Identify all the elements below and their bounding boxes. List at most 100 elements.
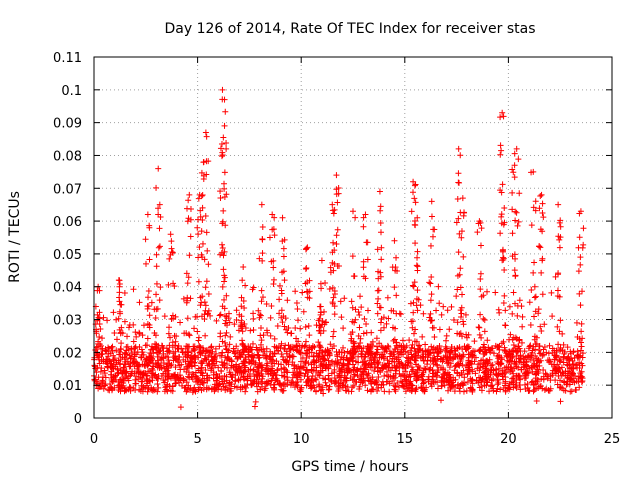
data-point xyxy=(499,181,506,188)
data-point xyxy=(446,326,453,333)
data-point xyxy=(477,242,484,249)
data-point xyxy=(505,352,512,359)
data-point xyxy=(121,388,128,395)
data-point xyxy=(130,359,137,366)
data-point xyxy=(352,348,359,355)
data-point xyxy=(271,232,278,239)
data-point xyxy=(247,377,254,384)
data-point xyxy=(228,381,235,388)
y-tick-label: 0.06 xyxy=(53,215,82,230)
data-point xyxy=(497,114,504,121)
data-point xyxy=(185,331,192,338)
data-point xyxy=(304,244,311,251)
data-point xyxy=(151,330,158,337)
data-point xyxy=(239,277,246,284)
data-point xyxy=(219,218,226,225)
data-point xyxy=(163,383,170,390)
data-point xyxy=(183,270,190,277)
data-point xyxy=(316,315,323,322)
data-point xyxy=(194,374,201,381)
data-point xyxy=(208,385,215,392)
data-point xyxy=(233,343,240,350)
data-point xyxy=(349,318,356,325)
data-point xyxy=(456,385,463,392)
data-point xyxy=(362,353,369,360)
data-point xyxy=(563,378,570,385)
data-point xyxy=(578,379,585,386)
data-point xyxy=(368,354,375,361)
data-point xyxy=(374,300,381,307)
data-point xyxy=(164,354,171,361)
data-point xyxy=(305,360,312,367)
data-point xyxy=(185,382,192,389)
data-point xyxy=(329,201,336,208)
data-point xyxy=(478,225,485,232)
data-point xyxy=(406,337,413,344)
data-point xyxy=(352,316,359,323)
data-point xyxy=(263,300,270,307)
data-point xyxy=(449,379,456,386)
data-point xyxy=(553,347,560,354)
data-point xyxy=(184,354,191,361)
data-point xyxy=(492,289,499,296)
data-point xyxy=(457,265,464,272)
data-point xyxy=(347,374,354,381)
data-point xyxy=(115,382,122,389)
data-point xyxy=(326,386,333,393)
data-point xyxy=(238,319,245,326)
data-point xyxy=(547,385,554,392)
data-point xyxy=(579,288,586,295)
data-point xyxy=(316,347,323,354)
data-point xyxy=(510,342,517,349)
data-point xyxy=(494,359,501,366)
data-point xyxy=(136,299,143,306)
data-point xyxy=(259,373,266,380)
data-point xyxy=(549,350,556,357)
data-point xyxy=(330,328,337,335)
data-point xyxy=(223,292,230,299)
data-point xyxy=(170,357,177,364)
data-point xyxy=(322,279,329,286)
data-point xyxy=(438,311,445,318)
data-point xyxy=(278,287,285,294)
data-point xyxy=(527,357,534,364)
data-point xyxy=(260,332,267,339)
data-point xyxy=(350,351,357,358)
data-point xyxy=(337,298,344,305)
data-point xyxy=(121,368,128,375)
data-point xyxy=(414,248,421,255)
data-point xyxy=(477,311,484,318)
data-point xyxy=(525,387,532,394)
data-point xyxy=(469,352,476,359)
data-point xyxy=(384,294,391,301)
data-point xyxy=(556,357,563,364)
data-point xyxy=(269,226,276,233)
data-point xyxy=(330,333,337,340)
data-point xyxy=(480,315,487,322)
data-point xyxy=(108,368,115,375)
data-point xyxy=(181,366,188,373)
data-point xyxy=(496,346,503,353)
data-point xyxy=(463,346,470,353)
data-point xyxy=(412,386,419,393)
data-point xyxy=(199,216,206,223)
data-point xyxy=(217,330,224,337)
data-point xyxy=(427,297,434,304)
data-point xyxy=(532,207,539,214)
data-point xyxy=(325,386,332,393)
data-point xyxy=(350,373,357,380)
data-point xyxy=(318,386,325,393)
data-point xyxy=(284,297,291,304)
data-point xyxy=(454,345,461,352)
data-point xyxy=(360,330,367,337)
data-point xyxy=(268,359,275,366)
data-point xyxy=(289,343,296,350)
y-tick-label: 0.05 xyxy=(53,248,82,263)
data-point xyxy=(535,347,542,354)
data-point xyxy=(516,375,523,382)
data-point xyxy=(441,382,448,389)
data-point xyxy=(173,333,180,340)
data-point xyxy=(454,196,461,203)
data-point xyxy=(325,357,332,364)
data-point xyxy=(155,205,162,212)
